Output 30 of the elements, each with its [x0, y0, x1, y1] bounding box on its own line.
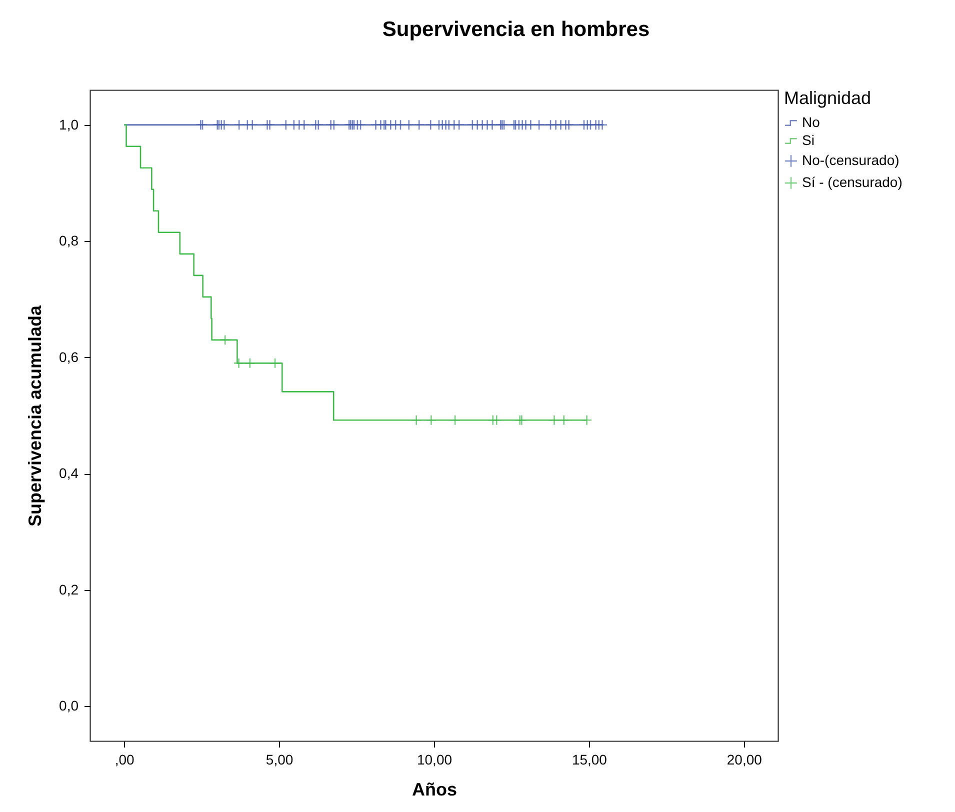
point: [426, 414, 437, 426]
point: [244, 358, 256, 369]
legend-label: No: [802, 114, 820, 130]
y-tick-label: 0,0: [59, 698, 79, 714]
point: [450, 414, 460, 426]
y-tick-label: 0,8: [59, 232, 79, 249]
point: [491, 414, 502, 426]
y-axis-title: Supervivencia acumulada: [25, 304, 46, 527]
legend-label: No-(censurado): [802, 152, 900, 168]
legend-label: Si: [802, 132, 814, 148]
y-tick-label: 0,4: [59, 465, 79, 482]
x-tick-label: 5,00: [266, 752, 294, 768]
y-tick-label: 0,6: [59, 348, 79, 365]
x-axis-title: Años: [412, 780, 457, 800]
x-tick-label: 20,00: [726, 752, 762, 768]
y-tick-label: 0,2: [59, 581, 79, 598]
point: [410, 414, 422, 426]
point: [548, 414, 560, 426]
legend-title: Malignidad: [784, 88, 872, 108]
point: [233, 358, 244, 369]
chart-title: Supervivencia en hombres: [382, 18, 650, 41]
point: [558, 414, 570, 426]
x-tick-label: 15,00: [572, 752, 608, 768]
legend-label: Sí - (censurado): [802, 174, 902, 190]
point: [220, 334, 231, 346]
y-tick-label: 1,0: [59, 116, 79, 132]
point: [270, 358, 280, 369]
x-tick-label: ,00: [114, 752, 135, 768]
x-tick-label: 10,00: [416, 752, 452, 768]
point: [581, 414, 592, 426]
